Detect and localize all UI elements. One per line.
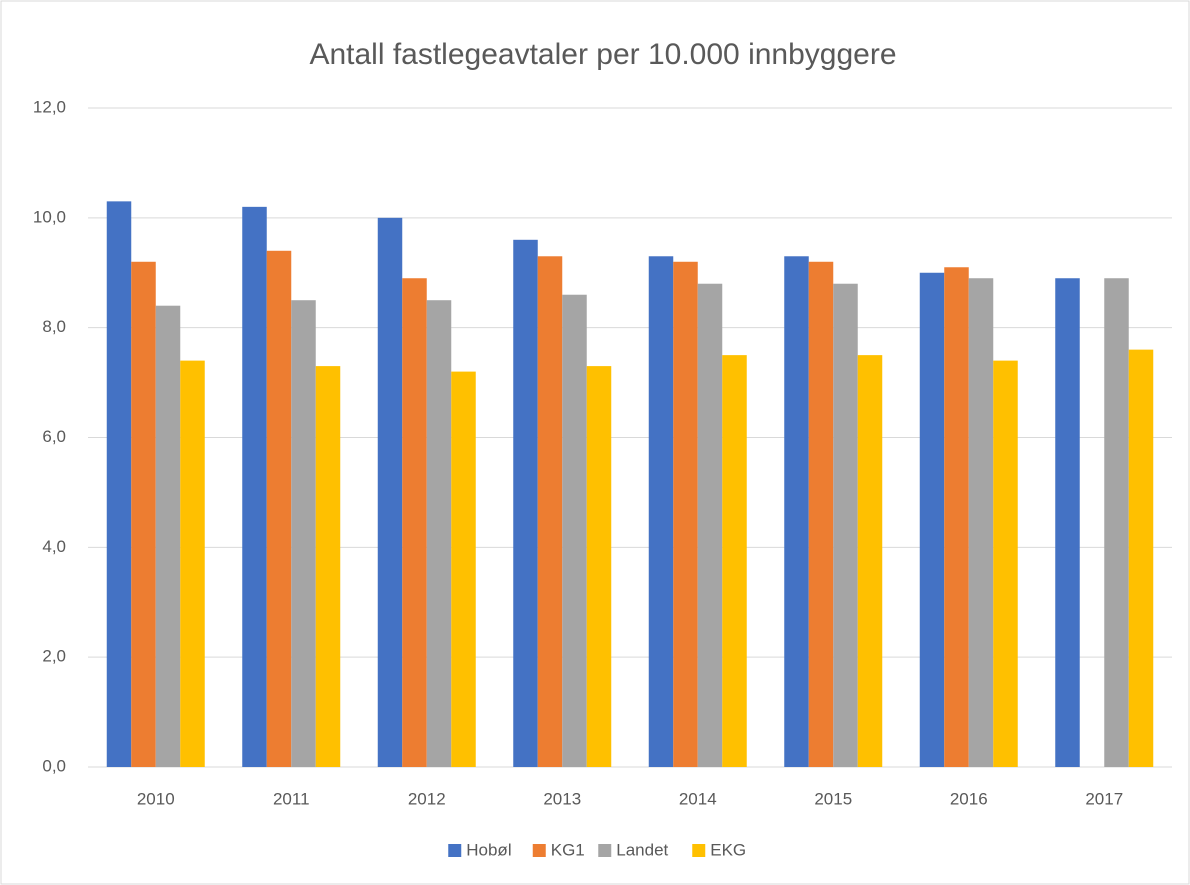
- bar: [808, 261, 834, 767]
- x-tick-label: 2017: [1085, 789, 1123, 808]
- chart-title: Antall fastlegeavtaler per 10.000 innbyg…: [309, 38, 896, 71]
- legend-swatch: [532, 844, 546, 857]
- x-tick-label: 2013: [543, 789, 581, 808]
- legend-swatch: [448, 844, 462, 857]
- y-tick-label: 10,0: [33, 207, 66, 226]
- bar: [377, 217, 403, 768]
- bar: [833, 283, 858, 767]
- legend-label: Landet: [616, 840, 668, 859]
- bar: [1104, 278, 1129, 767]
- x-tick-label: 2014: [679, 789, 717, 808]
- bar: [919, 272, 945, 767]
- bar: [106, 201, 132, 767]
- bar: [648, 256, 674, 767]
- bar: [1055, 278, 1080, 767]
- x-tick-label: 2015: [814, 789, 852, 808]
- bar: [426, 300, 452, 767]
- bar: [131, 261, 156, 767]
- bar: [155, 305, 181, 767]
- legend-label: KG1: [551, 840, 585, 859]
- bar: [562, 294, 587, 767]
- bar: [722, 355, 747, 767]
- bar: [586, 366, 612, 767]
- x-tick-label: 2011: [273, 789, 310, 808]
- bar: [673, 261, 698, 767]
- bar: [242, 206, 267, 768]
- legend-label: Hobøl: [466, 840, 511, 859]
- bar: [451, 371, 476, 767]
- legend-label: EKG: [710, 840, 746, 859]
- bar: [291, 300, 316, 767]
- y-tick-label: 2,0: [42, 647, 66, 666]
- bar: [315, 366, 341, 767]
- bar: [1128, 349, 1154, 767]
- y-tick-label: 0,0: [42, 756, 66, 775]
- legend-swatch: [598, 844, 612, 857]
- bar: [968, 278, 994, 767]
- legend-swatch: [692, 844, 706, 857]
- x-tick-label: 2010: [137, 789, 175, 808]
- bar: [993, 360, 1018, 767]
- x-tick-label: 2016: [950, 789, 988, 808]
- bar: [513, 239, 538, 768]
- y-tick-label: 4,0: [42, 537, 66, 556]
- bar: [180, 360, 205, 767]
- bar: [266, 250, 292, 768]
- bar: [944, 267, 969, 767]
- bar: [537, 256, 563, 767]
- y-tick-label: 6,0: [42, 427, 66, 446]
- y-tick-label: 8,0: [42, 317, 66, 336]
- bar: [402, 278, 427, 767]
- bar: [784, 256, 809, 767]
- bar: [697, 283, 723, 767]
- bar: [857, 355, 883, 767]
- y-tick-label: 12,0: [33, 97, 66, 116]
- x-tick-label: 2012: [408, 789, 446, 808]
